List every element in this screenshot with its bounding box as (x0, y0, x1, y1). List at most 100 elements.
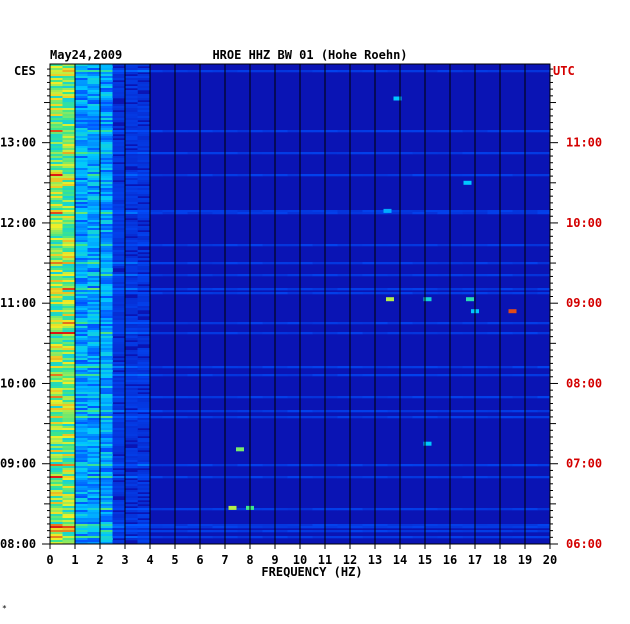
spectrogram-cell (125, 530, 138, 533)
spectrogram-cell (50, 66, 63, 69)
spectrogram-cell (87, 288, 101, 291)
spectrogram-cell (100, 74, 113, 77)
spectrogram-cell (500, 366, 513, 369)
spectrogram-cell (125, 114, 138, 117)
spectrogram-cell (75, 496, 88, 499)
spectrogram-cell (50, 114, 63, 117)
spectrogram-cell (50, 440, 63, 443)
spectrogram-cell (212, 530, 226, 533)
spectrogram-cell (125, 466, 138, 469)
spectrogram-cell (362, 244, 376, 247)
spectrogram-cell (75, 226, 88, 229)
frequency-tick-label: 20 (543, 553, 557, 567)
spectrogram-cell (400, 130, 413, 133)
spectrogram-cell (125, 350, 138, 353)
spectrogram-cell (262, 152, 276, 155)
spectrogram-cell (125, 262, 138, 265)
spectrogram-cell (87, 468, 101, 471)
spectrogram-cell (50, 348, 63, 351)
spectrogram-cell (437, 288, 451, 291)
spectrogram-cell (125, 196, 138, 199)
spectrogram-cell (87, 208, 101, 211)
spectrogram-cell (137, 250, 151, 253)
spectrogram-cell (125, 310, 138, 313)
right-time-label: 09:00 (566, 296, 602, 310)
spectrogram-cell (337, 274, 351, 277)
spectrogram-cell (475, 374, 488, 377)
spectrogram-cell (50, 360, 63, 363)
spectrogram-cell (87, 374, 101, 377)
spectrogram-cell (137, 486, 151, 489)
spectrogram-cell (462, 130, 476, 133)
spectrogram-cell (100, 210, 113, 213)
spectrogram-cell (100, 380, 113, 383)
spectrogram-cell (62, 82, 76, 85)
spectrogram-cell (100, 408, 113, 411)
spectrogram-cell (112, 514, 126, 517)
spectrogram-cell (50, 424, 63, 427)
spectrogram-cell (137, 98, 151, 101)
spectrogram-cell (87, 192, 101, 195)
spectrogram-cell (325, 212, 338, 215)
spectrogram-cell (500, 174, 513, 177)
spectrogram-cell (62, 408, 76, 411)
spectrogram-cell (112, 136, 126, 139)
spectrogram-cell (462, 174, 476, 177)
spectrogram-cell (100, 368, 113, 371)
spectrogram-cell (375, 322, 388, 325)
spectrogram-cell (112, 322, 126, 325)
spectrogram-cell (75, 298, 88, 301)
spectrogram-cell (100, 130, 113, 133)
spectrogram-cell (312, 274, 326, 277)
spectrogram-cell (125, 80, 138, 83)
spectrogram-cell (200, 464, 213, 467)
spectrogram-cell (75, 312, 88, 315)
spectrogram-cell (125, 326, 138, 329)
spectrogram-cell (75, 322, 88, 325)
spectrogram-cell (87, 204, 101, 207)
spectrogram-cell (50, 452, 63, 455)
spectrogram-cell (362, 366, 376, 369)
hot-spot (466, 297, 474, 302)
spectrogram-cell (100, 198, 113, 201)
spectrogram-cell (75, 394, 88, 397)
frequency-tick-label: 0 (46, 553, 53, 567)
spectrogram-cell (112, 182, 126, 185)
spectrogram-cell (87, 428, 101, 431)
spectrogram-cell (50, 488, 63, 491)
spectrogram-cell (87, 494, 101, 497)
spectrogram-cell (125, 386, 138, 389)
spectrogram-cell (337, 130, 351, 133)
spectrogram-cell (87, 130, 101, 133)
spectrogram-cell (100, 138, 113, 141)
spectrogram-cell (87, 528, 101, 531)
spectrogram-cell (412, 152, 426, 155)
spectrogram-cell (87, 418, 101, 421)
spectrogram-cell (325, 244, 338, 247)
spectrogram-cell (137, 524, 151, 527)
spectrogram-cell (412, 396, 426, 399)
spectrogram-cell (500, 536, 513, 539)
spectrogram-cell (150, 416, 163, 419)
spectrogram-cell (387, 244, 401, 247)
spectrogram-cell (75, 468, 88, 471)
spectrogram-cell (100, 352, 113, 355)
spectrogram-cell (62, 374, 76, 377)
spectrogram-cell (75, 174, 88, 177)
spectrogram-cell (387, 332, 401, 335)
spectrogram-cell (300, 322, 313, 325)
spectrogram-cell (75, 280, 88, 283)
spectrogram-cell (75, 150, 88, 153)
spectrogram-cell (137, 434, 151, 437)
spectrogram-cell (75, 352, 88, 355)
spectrogram-cell (75, 110, 88, 113)
spectrogram-cell (50, 70, 63, 73)
spectrogram-cell (62, 410, 76, 413)
spectrogram-cell (237, 210, 251, 213)
spectrogram-cell (100, 224, 113, 227)
spectrogram-cell (100, 306, 113, 309)
spectrogram-cell (100, 196, 113, 199)
spectrogram-cell (62, 266, 76, 269)
spectrogram-cell (50, 318, 63, 321)
spectrogram-cell (62, 406, 76, 409)
